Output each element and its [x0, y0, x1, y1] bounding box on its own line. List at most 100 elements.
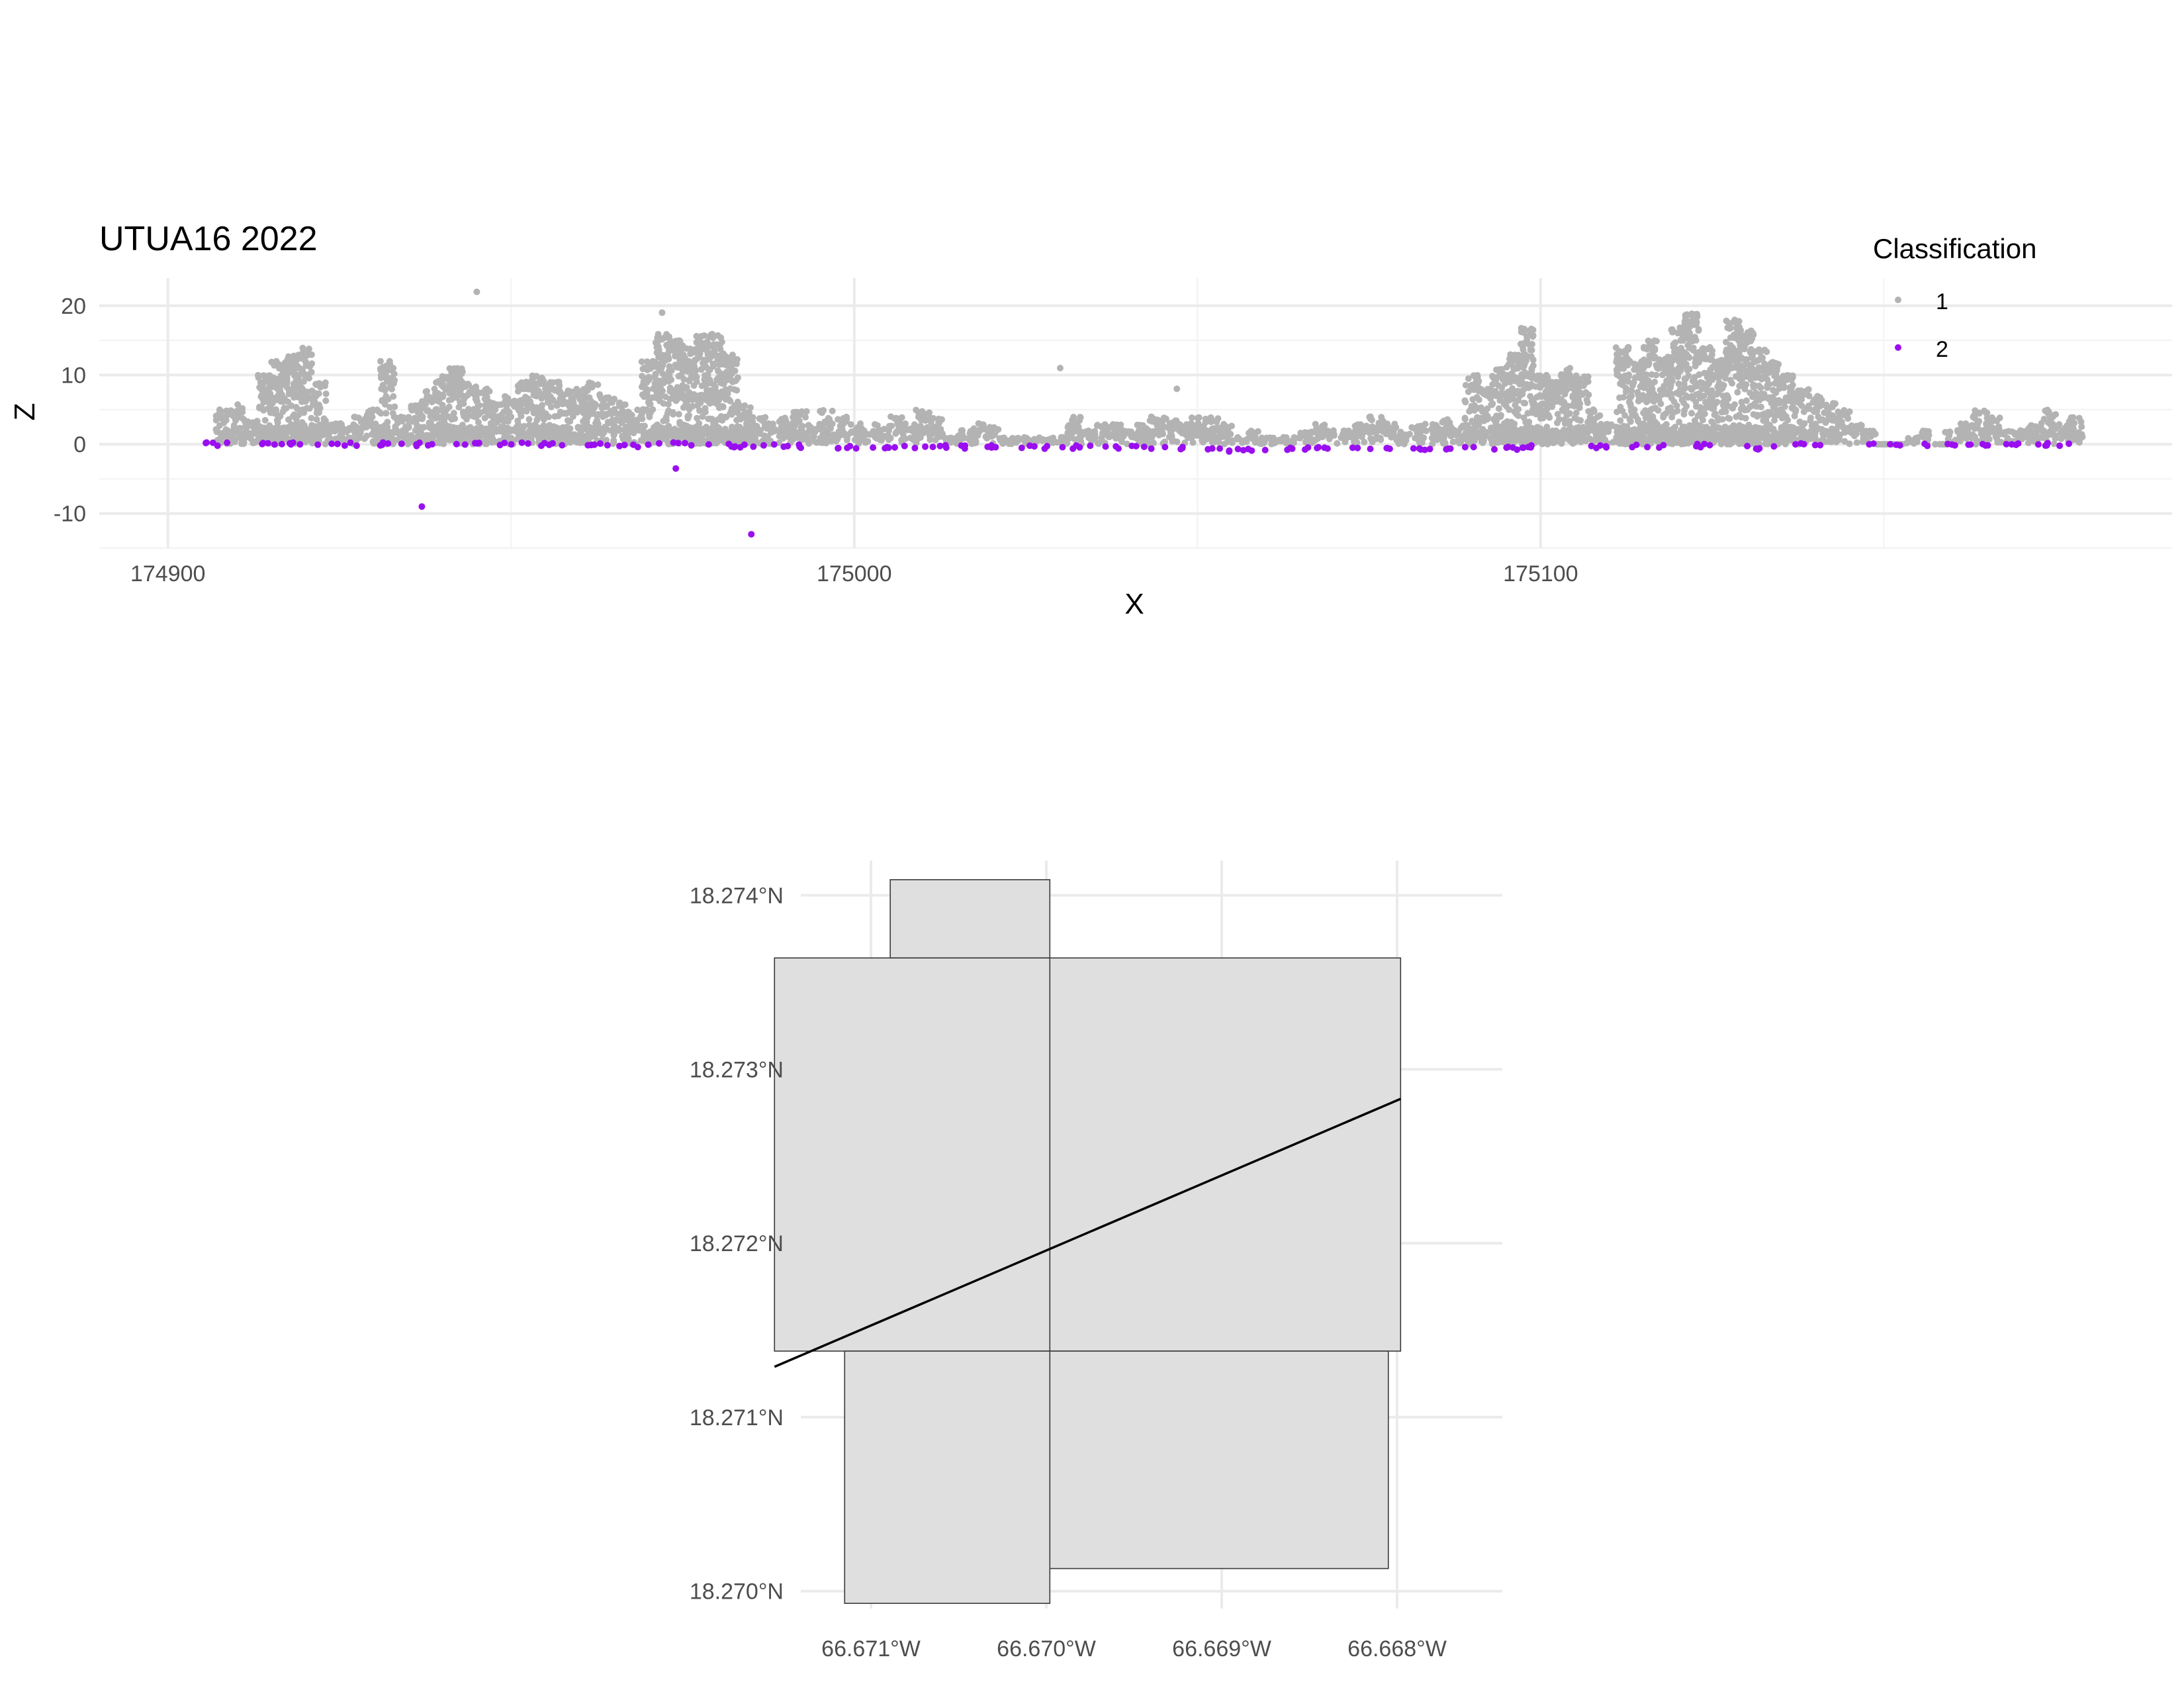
- point-class-1: [222, 416, 230, 424]
- point-class-1: [1429, 421, 1436, 428]
- point-class-1: [1173, 438, 1181, 445]
- point-class-1: [802, 414, 809, 421]
- point-class-1: [518, 412, 525, 420]
- point-class-1: [1479, 440, 1486, 446]
- point-class-1: [1497, 413, 1504, 420]
- point-class-1: [438, 406, 445, 414]
- point-class-1: [452, 374, 459, 381]
- point-class-1: [1243, 438, 1250, 445]
- point-class-1: [293, 404, 300, 411]
- point-class-1: [282, 365, 289, 371]
- point-class-1: [686, 377, 692, 384]
- point-class-1: [242, 419, 250, 426]
- point-class-1: [268, 358, 275, 365]
- point-class-1: [1645, 413, 1652, 420]
- point-class-1: [266, 422, 273, 429]
- point-class-1: [639, 391, 646, 399]
- point-class-1: [283, 380, 291, 387]
- point-class-1: [230, 430, 236, 437]
- point-class-1: [379, 373, 386, 380]
- point-class-1: [515, 421, 522, 428]
- point-class-1: [1314, 435, 1322, 442]
- point-class-1: [1554, 419, 1561, 426]
- point-class-1: [1668, 377, 1676, 385]
- point-class-1: [1601, 436, 1608, 443]
- point-class-1: [297, 426, 304, 433]
- point-class-1: [641, 422, 648, 430]
- point-class-1: [794, 408, 801, 416]
- point-class-1: [1154, 422, 1161, 429]
- point-class-1: [654, 430, 661, 438]
- point-class-1: [719, 403, 727, 410]
- point-class-1: [1580, 424, 1587, 431]
- point-class-1: [696, 430, 702, 437]
- point-class-1: [533, 386, 540, 393]
- point-class-1: [1625, 373, 1632, 380]
- point-class-1: [293, 420, 300, 428]
- point-class-1: [1001, 438, 1009, 445]
- point-class-1: [887, 413, 894, 420]
- point-class-1: [1520, 352, 1527, 359]
- point-class-1: [1670, 344, 1678, 352]
- point-class-1: [603, 436, 610, 444]
- point-class-1: [488, 439, 496, 446]
- point-class-1: [1558, 371, 1565, 378]
- point-class-1: [308, 414, 315, 422]
- point-class-1: [817, 408, 824, 415]
- point-class-1: [585, 435, 592, 442]
- point-class-1: [740, 427, 747, 434]
- point-class-1: [670, 338, 677, 346]
- point-class-1: [578, 427, 586, 434]
- point-class-1: [1670, 398, 1678, 405]
- point-class-1: [1440, 417, 1447, 424]
- point-class-1: [383, 410, 390, 417]
- point-class-1: [1148, 413, 1155, 420]
- point-class-1: [508, 434, 515, 442]
- point-class-1: [1077, 414, 1084, 421]
- point-class-1: [564, 417, 571, 424]
- point-class-1: [1612, 424, 1619, 430]
- point-class-1: [683, 345, 690, 352]
- point-class-1: [1668, 431, 1675, 438]
- point-class-1: [586, 379, 593, 387]
- point-class-1: [463, 428, 470, 436]
- point-class-1: [1160, 424, 1167, 431]
- point-class-1: [733, 377, 740, 384]
- point-class-1: [996, 435, 1003, 442]
- point-class-1: [289, 428, 296, 436]
- point-class-1: [1576, 383, 1583, 390]
- point-class-1: [557, 410, 565, 417]
- point-class-1: [1124, 428, 1132, 435]
- point-class-1: [897, 414, 904, 422]
- point-class-1: [669, 409, 676, 416]
- point-class-1: [463, 416, 471, 423]
- point-class-1: [381, 422, 388, 429]
- point-class-1: [270, 379, 277, 386]
- point-class-1: [1397, 436, 1404, 444]
- point-class-1: [369, 431, 375, 438]
- point-class-1: [1489, 381, 1496, 388]
- point-class-1: [680, 352, 687, 359]
- point-class-1: [433, 379, 440, 386]
- point-class-1: [528, 428, 535, 436]
- point-class-1: [285, 398, 292, 405]
- point-class-1: [847, 421, 854, 428]
- point-class-1: [1594, 413, 1601, 420]
- point-class-1: [1009, 438, 1016, 445]
- point-class-1: [1616, 394, 1623, 401]
- point-class-1: [473, 398, 480, 405]
- point-class-1: [1645, 397, 1652, 404]
- point-class-1: [618, 415, 625, 422]
- point-class-1: [902, 420, 909, 428]
- point-class-1: [1216, 428, 1224, 435]
- point-class-1: [1584, 373, 1592, 380]
- point-class-1: [1506, 406, 1513, 413]
- point-class-1: [709, 344, 717, 351]
- point-class-1: [1512, 365, 1519, 373]
- point-class-1: [1688, 410, 1695, 417]
- point-class-1: [665, 367, 672, 375]
- point-class-1: [1494, 439, 1502, 446]
- point-class-1: [1529, 326, 1537, 334]
- point-class-1: [445, 435, 453, 442]
- point-class-1: [1112, 434, 1119, 441]
